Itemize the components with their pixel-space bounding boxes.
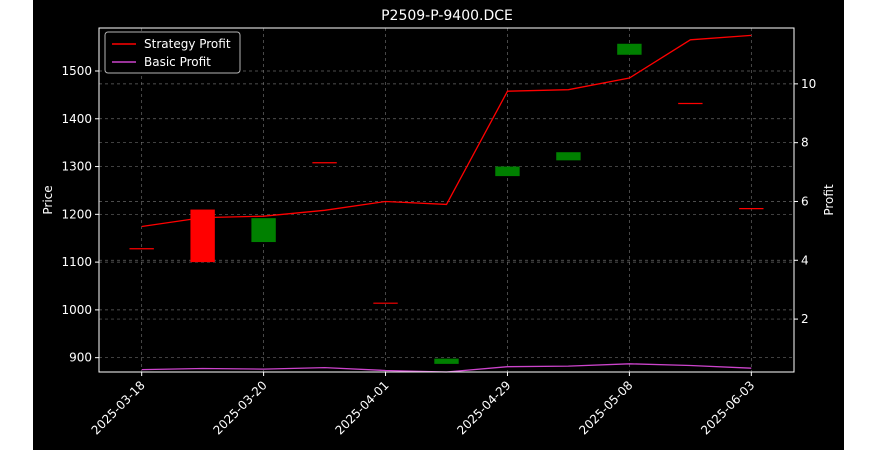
y-left-tick-label: 1500 bbox=[61, 64, 92, 78]
y-right-tick-label: 6 bbox=[801, 194, 809, 208]
plot-frame bbox=[98, 27, 795, 373]
y-left-tick-label: 1100 bbox=[61, 255, 92, 269]
y-left-tick-label: 1200 bbox=[61, 207, 92, 221]
candle-layer bbox=[129, 43, 764, 364]
y-left-tick-label: 900 bbox=[69, 351, 92, 365]
y-axis-left-label: Price bbox=[41, 185, 55, 214]
figure-background bbox=[33, 0, 844, 450]
y-right-tick-label: 8 bbox=[801, 136, 809, 150]
candle-down bbox=[434, 358, 459, 364]
chart-title: P2509-P-9400.DCE bbox=[381, 8, 513, 24]
candle-down bbox=[617, 43, 642, 55]
candle-down bbox=[495, 166, 520, 177]
y-left-tick-label: 1300 bbox=[61, 160, 92, 174]
y-right-tick-label: 10 bbox=[801, 77, 816, 91]
strategy-profit-line bbox=[141, 34, 752, 228]
legend-label-basic: Basic Profit bbox=[144, 55, 211, 69]
candle-down bbox=[251, 218, 276, 243]
legend: Strategy Profit Basic Profit bbox=[104, 31, 241, 74]
y-left-tick-label: 1000 bbox=[61, 303, 92, 317]
y-right-tick-label: 4 bbox=[801, 253, 809, 267]
legend-label-strategy: Strategy Profit bbox=[144, 37, 231, 51]
y-left-tick-label: 1400 bbox=[61, 112, 92, 126]
legend-box bbox=[104, 31, 241, 74]
candle-down bbox=[556, 152, 581, 161]
y-axis-right-label: Profit bbox=[822, 184, 836, 216]
y-right-tick-label: 2 bbox=[801, 312, 809, 326]
